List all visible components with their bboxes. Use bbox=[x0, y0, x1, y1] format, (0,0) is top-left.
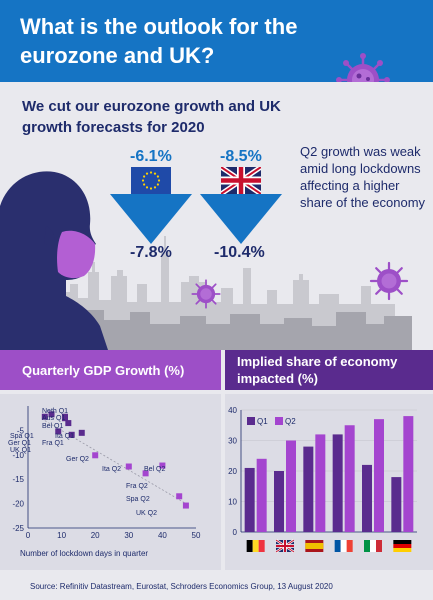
x-axis-title: Number of lockdown days in quarter bbox=[20, 549, 148, 558]
eu-flag-icon bbox=[131, 167, 171, 194]
y-tick-label: -5 bbox=[17, 426, 25, 435]
y-tick-label: 0 bbox=[233, 528, 238, 537]
gdp-growth-chart-title: Quarterly GDP Growth (%) bbox=[0, 350, 221, 390]
uk-flag-icon bbox=[275, 539, 295, 553]
y-tick-label: -20 bbox=[12, 500, 24, 509]
eurozone-new-forecast: -7.8% bbox=[130, 244, 172, 261]
data-point bbox=[65, 420, 72, 427]
bar-q1 bbox=[362, 464, 372, 532]
trend-line bbox=[44, 420, 187, 504]
point-label: Neth Q1 bbox=[42, 408, 68, 415]
bar-q2 bbox=[374, 419, 384, 532]
y-tick-label: -10 bbox=[12, 451, 24, 460]
data-point bbox=[125, 463, 132, 470]
data-point bbox=[55, 428, 62, 435]
bar-q1 bbox=[274, 471, 284, 532]
legend-label: Q2 bbox=[285, 417, 296, 426]
x-tick-label: 0 bbox=[26, 531, 31, 540]
data-point bbox=[61, 413, 68, 420]
point-label: Ita Q2 bbox=[102, 466, 121, 473]
legend-swatch-q1 bbox=[247, 417, 255, 425]
uk-old-forecast: -8.5% bbox=[220, 148, 262, 165]
economy-impacted-panel: 0 10 20 30 40 Q1 Q2 bbox=[225, 394, 433, 570]
forecast-subheading: We cut our eurozone growth and UK growth… bbox=[22, 98, 281, 136]
point-label: Aus Q1 bbox=[42, 415, 65, 422]
bar-q2 bbox=[256, 458, 267, 532]
point-label: Bel Q1 bbox=[42, 423, 64, 430]
y-tick-label: -15 bbox=[12, 475, 24, 484]
uk-flag-icon bbox=[221, 167, 261, 194]
point-label: Bel Q2 bbox=[144, 466, 166, 473]
y-tick-label: 10 bbox=[228, 498, 237, 507]
economy-impacted-bar-chart: 0 10 20 30 40 Q1 Q2 bbox=[228, 406, 417, 553]
eurozone-down-arrow bbox=[110, 194, 192, 244]
point-label: Spa Q2 bbox=[126, 496, 150, 503]
q2-growth-note: Q2 growth was weak amid long lockdowns a… bbox=[300, 144, 426, 210]
y-tick-label: 20 bbox=[228, 467, 237, 476]
data-point bbox=[92, 452, 99, 459]
data-point bbox=[182, 502, 189, 509]
legend-swatch-q2 bbox=[275, 417, 283, 425]
bar-q1 bbox=[391, 477, 402, 532]
y-tick-label: -25 bbox=[12, 524, 24, 533]
virus-illustration bbox=[191, 279, 221, 309]
x-tick-label: 50 bbox=[192, 531, 201, 540]
header-banner: What is the outlook for the eurozone and… bbox=[0, 0, 433, 107]
france-flag-icon bbox=[334, 540, 353, 552]
italy-flag-icon bbox=[364, 540, 382, 552]
forecast-section: We cut our eurozone growth and UK growth… bbox=[0, 82, 433, 350]
data-point bbox=[159, 462, 166, 469]
bar-q2 bbox=[344, 425, 355, 532]
germany-flag-icon bbox=[393, 540, 412, 552]
belgium-flag-icon bbox=[246, 540, 265, 552]
point-label: UK Q2 bbox=[136, 510, 157, 517]
legend-label: Q1 bbox=[257, 417, 268, 426]
x-tick-label: 40 bbox=[158, 531, 167, 540]
bar-q1 bbox=[303, 446, 314, 532]
virus-illustration bbox=[369, 261, 409, 301]
bar-q1 bbox=[244, 467, 255, 532]
point-label: UK Q1 bbox=[10, 447, 31, 454]
eurozone-old-forecast: -6.1% bbox=[130, 148, 172, 165]
x-tick-label: 10 bbox=[57, 531, 66, 540]
bar-q2 bbox=[403, 416, 414, 532]
y-tick-label: 30 bbox=[228, 437, 237, 446]
point-label: Ita Q1 bbox=[55, 433, 74, 440]
point-label: Ger Q2 bbox=[66, 456, 89, 463]
data-point bbox=[48, 411, 55, 418]
uk-new-forecast: -10.4% bbox=[214, 244, 265, 261]
source-footnote: Source: Refinitiv Datastream, Eurostat, … bbox=[0, 574, 433, 600]
point-label: Spa Q1 bbox=[10, 433, 34, 440]
uk-down-arrow bbox=[200, 194, 282, 244]
point-label: Fra Q1 bbox=[42, 440, 64, 447]
x-tick-label: 30 bbox=[124, 531, 133, 540]
point-label: Fra Q2 bbox=[126, 483, 148, 490]
woman-silhouette-illustration bbox=[0, 171, 108, 350]
bar-q2 bbox=[315, 434, 326, 532]
x-tick-label: 20 bbox=[91, 531, 100, 540]
y-tick-label: 40 bbox=[228, 406, 237, 415]
data-point bbox=[41, 413, 48, 420]
economy-impacted-chart-title: Implied share of economy impacted (%) bbox=[225, 350, 433, 390]
data-point bbox=[78, 429, 85, 436]
spain-flag-icon bbox=[305, 540, 324, 552]
data-point bbox=[176, 493, 183, 500]
data-point bbox=[68, 431, 75, 438]
bar-q1 bbox=[332, 434, 343, 532]
point-label: Ger Q1 bbox=[8, 440, 31, 447]
bar-q2 bbox=[286, 440, 296, 532]
data-point bbox=[142, 470, 149, 477]
page-title: What is the outlook for the eurozone and… bbox=[20, 14, 298, 68]
gdp-scatter-chart: -5 -10 -15 -20 -250 10 20 30 40 50 Number of lockd… bbox=[8, 406, 201, 558]
gdp-growth-panel: -5 -10 -15 -20 -25 0 10 20 30 40 50 Number of lockd… bbox=[0, 394, 221, 570]
